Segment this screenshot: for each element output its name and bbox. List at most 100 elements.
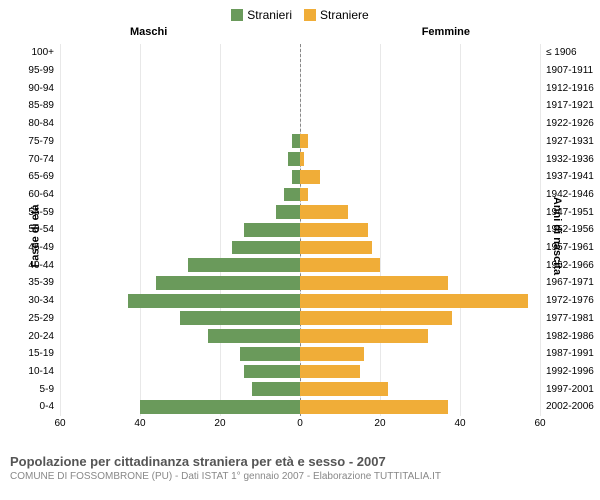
birth-year-label: 1907-1911 <box>546 65 593 76</box>
bar-male <box>128 294 300 308</box>
chart-title: Popolazione per cittadinanza straniera p… <box>10 454 590 469</box>
legend-swatch-female <box>304 9 316 21</box>
birth-year-label: 1957-1961 <box>546 242 594 253</box>
bar-area <box>60 115 540 133</box>
bar-female <box>300 170 320 184</box>
bar-male <box>276 205 300 219</box>
age-label: 60-64 <box>28 189 54 200</box>
x-tick-label: 60 <box>534 418 545 429</box>
table-row: 100+≤ 1906 <box>60 44 540 62</box>
birth-year-label: 1922-1926 <box>546 118 594 129</box>
birth-year-label: 1992-1996 <box>546 366 594 377</box>
age-label: 45-49 <box>28 242 54 253</box>
birth-year-label: 1977-1981 <box>546 313 594 324</box>
age-label: 95-99 <box>28 65 54 76</box>
birth-year-label: 1987-1991 <box>546 348 594 359</box>
table-row: 45-491957-1961 <box>60 239 540 257</box>
bar-female <box>300 134 308 148</box>
x-tick-label: 60 <box>54 418 65 429</box>
bar-area <box>60 97 540 115</box>
gridline <box>540 44 541 416</box>
birth-year-label: 1967-1971 <box>546 277 594 288</box>
bar-area <box>60 256 540 274</box>
bar-area <box>60 79 540 97</box>
bar-female <box>300 382 388 396</box>
x-tick-label: 20 <box>374 418 385 429</box>
bar-area <box>60 221 540 239</box>
bar-area <box>60 150 540 168</box>
age-label: 40-44 <box>28 260 54 271</box>
age-label: 15-19 <box>28 348 54 359</box>
bar-female <box>300 329 428 343</box>
age-label: 20-24 <box>28 331 54 342</box>
bar-female <box>300 311 452 325</box>
bar-male <box>244 365 300 379</box>
bar-male <box>292 170 300 184</box>
table-row: 90-941912-1916 <box>60 79 540 97</box>
age-label: 80-84 <box>28 118 54 129</box>
table-row: 85-891917-1921 <box>60 97 540 115</box>
chart-subtitle: COMUNE DI FOSSOMBRONE (PU) - Dati ISTAT … <box>10 471 590 482</box>
birth-year-label: 1982-1986 <box>546 331 594 342</box>
bar-female <box>300 223 368 237</box>
age-label: 10-14 <box>28 366 54 377</box>
table-row: 10-141992-1996 <box>60 363 540 381</box>
age-label: 85-89 <box>28 100 54 111</box>
bar-area <box>60 274 540 292</box>
table-row: 70-741932-1936 <box>60 150 540 168</box>
bar-male <box>140 400 300 414</box>
column-header-male: Maschi <box>130 26 167 38</box>
age-label: 0-4 <box>40 401 54 412</box>
birth-year-label: 1942-1946 <box>546 189 594 200</box>
birth-year-label: 1972-1976 <box>546 295 594 306</box>
table-row: 35-391967-1971 <box>60 274 540 292</box>
age-label: 90-94 <box>28 83 54 94</box>
table-row: 75-791927-1931 <box>60 133 540 151</box>
table-row: 25-291977-1981 <box>60 310 540 328</box>
table-row: 15-191987-1991 <box>60 345 540 363</box>
x-tick-label: 40 <box>134 418 145 429</box>
birth-year-label: 1912-1916 <box>546 83 594 94</box>
bar-female <box>300 152 304 166</box>
bar-area <box>60 310 540 328</box>
table-row: 65-691937-1941 <box>60 168 540 186</box>
table-row: 5-91997-2001 <box>60 380 540 398</box>
x-tick-label: 40 <box>454 418 465 429</box>
table-row: 30-341972-1976 <box>60 292 540 310</box>
age-label: 50-54 <box>28 224 54 235</box>
bar-area <box>60 203 540 221</box>
birth-year-label: 1927-1931 <box>546 136 594 147</box>
table-row: 40-441962-1966 <box>60 256 540 274</box>
bar-area <box>60 133 540 151</box>
table-row: 60-641942-1946 <box>60 186 540 204</box>
bar-area <box>60 186 540 204</box>
birth-year-label: 2002-2006 <box>546 401 594 412</box>
column-header-female: Femmine <box>422 26 470 38</box>
bar-female <box>300 241 372 255</box>
chart-rows: 100+≤ 190695-991907-191190-941912-191685… <box>60 44 540 416</box>
birth-year-label: 1997-2001 <box>546 384 594 395</box>
age-label: 35-39 <box>28 277 54 288</box>
bar-area <box>60 363 540 381</box>
bar-male <box>292 134 300 148</box>
legend-item-female: Straniere <box>304 8 369 22</box>
bar-female <box>300 258 380 272</box>
table-row: 0-42002-2006 <box>60 398 540 416</box>
bar-area <box>60 292 540 310</box>
bar-area <box>60 345 540 363</box>
bar-area <box>60 62 540 80</box>
footer: Popolazione per cittadinanza straniera p… <box>0 446 600 482</box>
legend-label-male: Stranieri <box>247 8 292 22</box>
bar-male <box>244 223 300 237</box>
age-label: 70-74 <box>28 154 54 165</box>
table-row: 55-591947-1951 <box>60 203 540 221</box>
bar-male <box>284 188 300 202</box>
bar-female <box>300 347 364 361</box>
legend-item-male: Stranieri <box>231 8 292 22</box>
bar-area <box>60 398 540 416</box>
bar-female <box>300 188 308 202</box>
bar-female <box>300 276 448 290</box>
age-label: 75-79 <box>28 136 54 147</box>
x-tick-label: 20 <box>214 418 225 429</box>
bar-area <box>60 239 540 257</box>
